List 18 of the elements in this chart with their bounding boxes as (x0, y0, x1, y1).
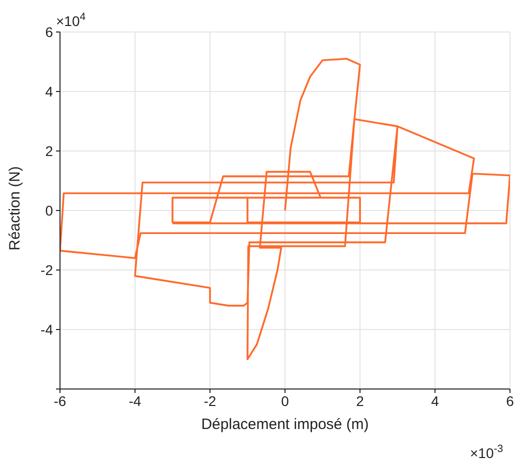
y-tick-label: 0 (45, 202, 54, 218)
x-tick-label: 6 (506, 392, 514, 409)
x-tick-label: -6 (54, 392, 66, 409)
y-tick-label: 2 (45, 142, 54, 159)
x-tick-label: 2 (356, 392, 364, 409)
y-tick-label: 4 (45, 83, 54, 100)
text: ×10$^{-3}$ (470, 443, 504, 461)
x-axis-title: Déplacement imposé (m) (201, 416, 369, 433)
x-tick-label: 4 (431, 392, 440, 409)
x-tick-label: -4 (128, 392, 142, 409)
x-tick-label: -2 (204, 392, 216, 409)
text: ×10$^{4}$ (56, 11, 86, 29)
y-tick-label: 6 (45, 24, 54, 40)
y-tick-label: -2 (40, 262, 54, 278)
line-series (60, 58, 510, 360)
y-axis-title: Réaction (N) (6, 166, 24, 250)
x-tick-label: 0 (281, 392, 290, 409)
y-tick-label: -4 (40, 321, 54, 338)
